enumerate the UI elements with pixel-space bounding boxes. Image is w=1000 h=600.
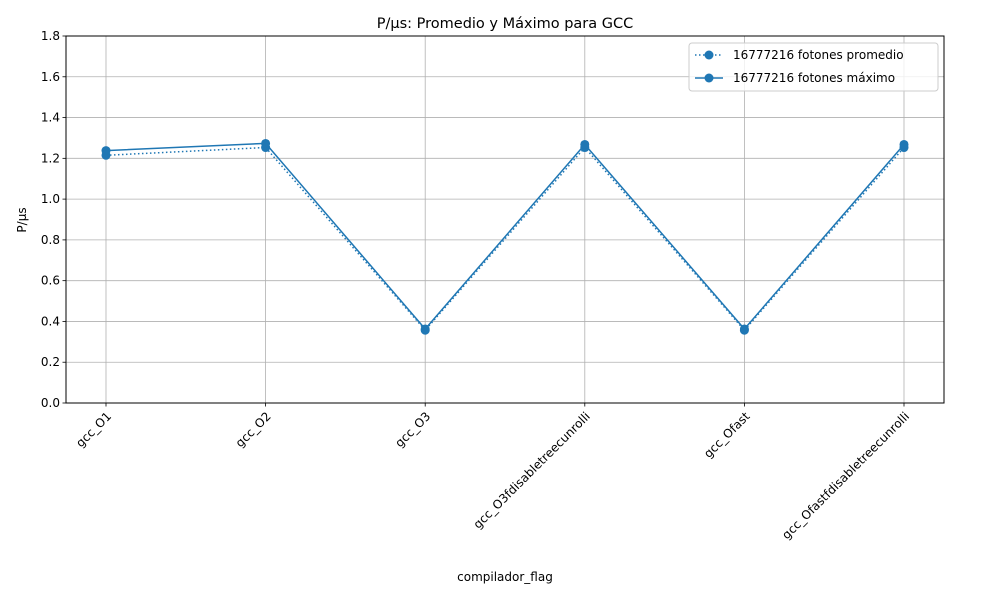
x-axis-label: compilador_flag xyxy=(457,570,553,584)
y-tick-label: 1.8 xyxy=(41,29,60,43)
y-tick-label: 0.4 xyxy=(41,314,60,328)
y-tick-label: 0.2 xyxy=(41,355,60,369)
plot-frame xyxy=(65,35,945,404)
y-axis: 0.0 0.2 0.4 0.6 0.8 1.0 1.2 1.4 1.6 1.8 xyxy=(41,29,66,410)
y-tick-label: 0.8 xyxy=(41,233,60,247)
data-point xyxy=(580,139,590,149)
data-point xyxy=(261,138,271,148)
data-point xyxy=(899,139,909,149)
legend-label-promedio: 16777216 fotones promedio xyxy=(733,48,904,62)
data-point xyxy=(420,324,430,334)
legend-marker-maximo xyxy=(704,73,714,83)
y-tick-label: 0.6 xyxy=(41,274,60,288)
chart-title: P/µs: Promedio y Máximo para GCC xyxy=(377,16,634,32)
legend-marker-promedio xyxy=(704,50,714,60)
y-tick-label: 1.4 xyxy=(41,111,60,125)
data-point xyxy=(739,324,749,334)
data-point xyxy=(101,146,111,156)
series-layer xyxy=(101,138,909,335)
legend: 16777216 fotones promedio 16777216 foton… xyxy=(688,42,939,92)
legend-box xyxy=(688,42,939,92)
y-tick-label: 1.2 xyxy=(41,151,60,165)
y-axis-label: P/µs xyxy=(15,207,29,232)
legend-label-maximo: 16777216 fotones máximo xyxy=(733,71,895,85)
y-tick-label: 0.0 xyxy=(41,396,60,410)
series-line-1 xyxy=(105,142,905,330)
series-line-0 xyxy=(105,146,905,331)
y-tick-label: 1.6 xyxy=(41,70,60,84)
y-tick-label: 1.0 xyxy=(41,192,60,206)
